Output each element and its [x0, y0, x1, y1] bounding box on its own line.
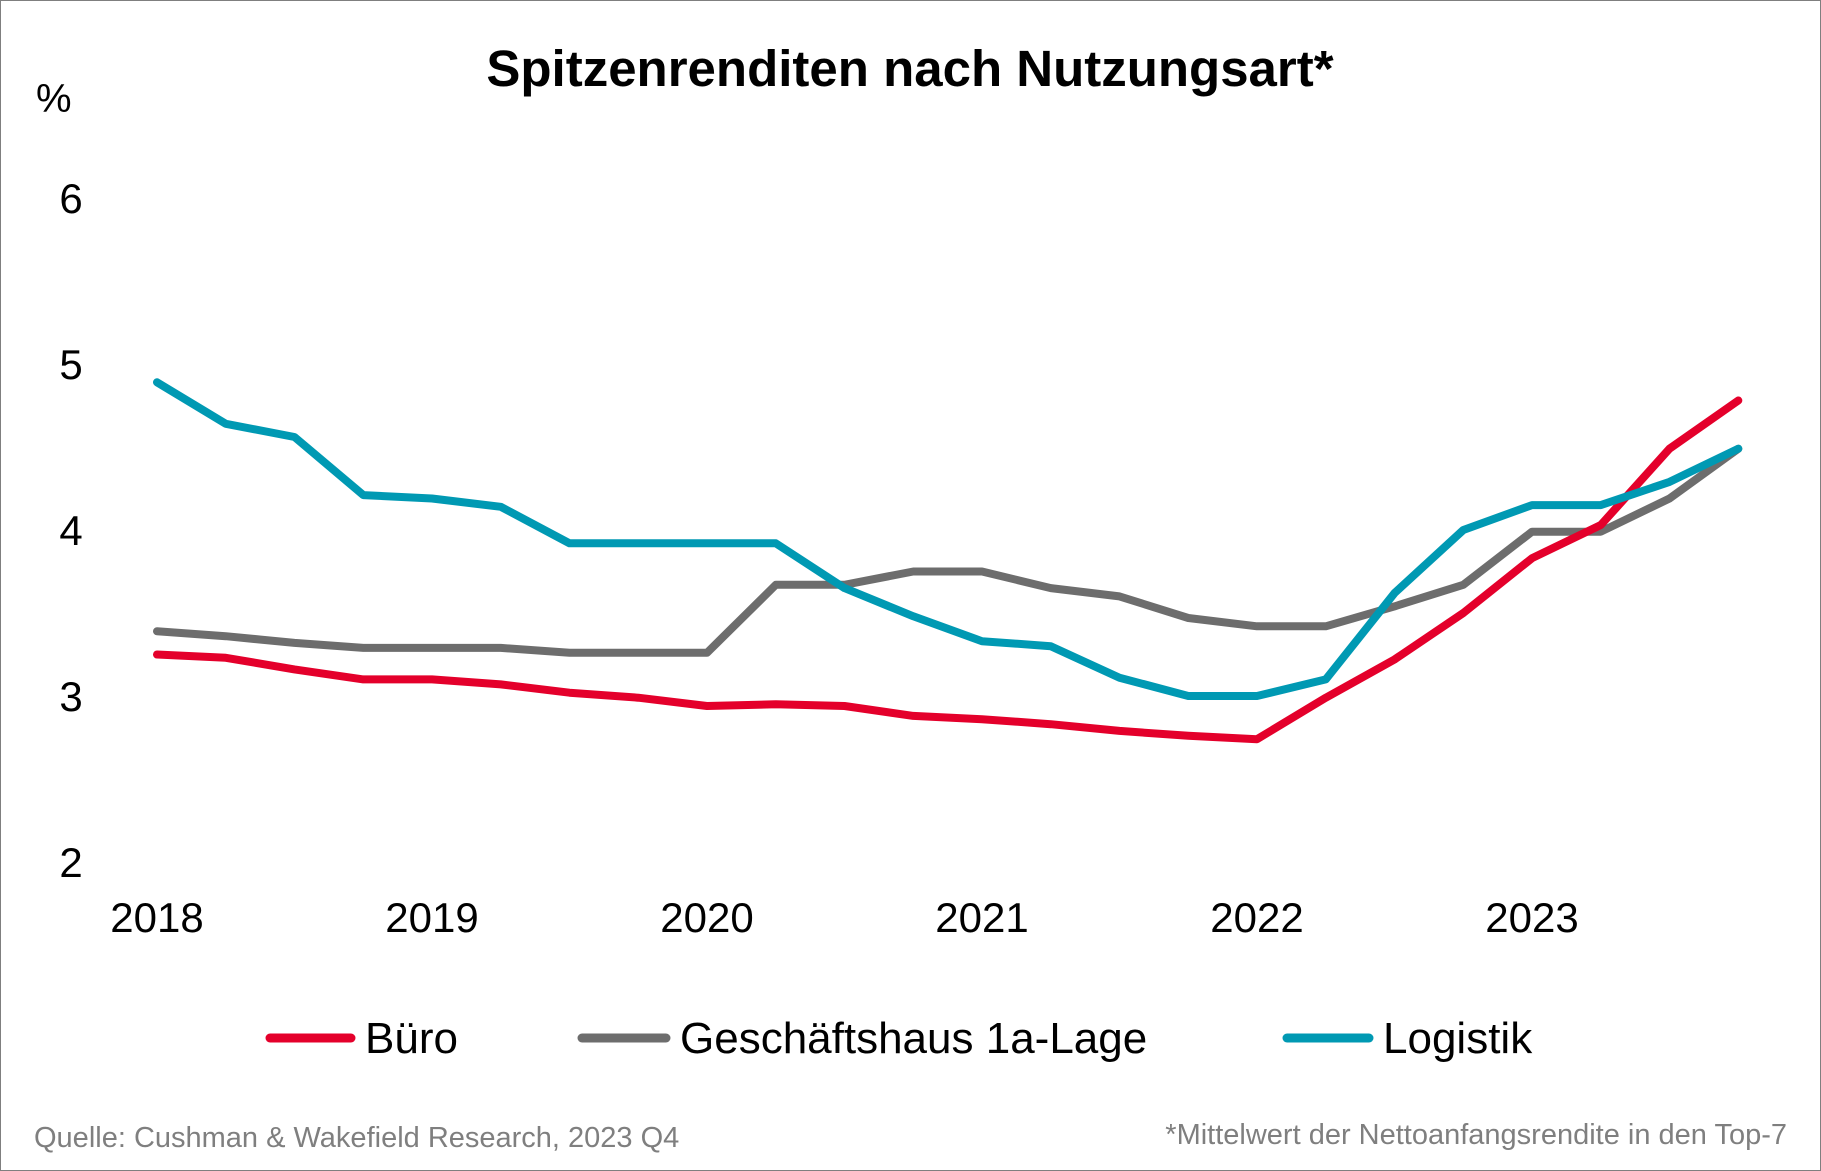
y-axis-unit: %: [36, 77, 72, 121]
x-axis-ticks: 2018 2019 2020 2021 2022 2023: [110, 894, 1578, 941]
y-tick-label: 5: [59, 341, 82, 388]
x-tick-label: 2019: [385, 894, 478, 941]
y-tick-label: 4: [59, 507, 82, 554]
x-tick-label: 2020: [660, 894, 753, 941]
y-tick-label: 6: [59, 175, 82, 222]
series-line-2: [153, 378, 1743, 700]
x-tick-label: 2023: [1485, 894, 1578, 941]
y-tick-label: 3: [59, 673, 82, 720]
y-tick-label: 2: [59, 839, 82, 886]
series-lines: [153, 378, 1743, 744]
legend-label-1: Geschäftshaus 1a-Lage: [680, 1014, 1147, 1063]
series-line-1: [153, 444, 1743, 657]
legend: Büro Geschäftshaus 1a-Lage Logistik: [265, 1014, 1533, 1063]
series-line-0: [153, 396, 1743, 744]
x-tick-label: 2021: [935, 894, 1028, 941]
legend-label-0: Büro: [365, 1014, 458, 1063]
footnote: *Mittelwert der Nettoanfangsrendite in d…: [1165, 1119, 1787, 1151]
source-note: Quelle: Cushman & Wakefield Research, 20…: [34, 1122, 679, 1154]
x-tick-label: 2022: [1210, 894, 1303, 941]
x-tick-label: 2018: [110, 894, 203, 941]
chart-title: Spitzenrenditen nach Nutzungsart*: [486, 40, 1333, 97]
legend-label-2: Logistik: [1383, 1014, 1533, 1063]
y-axis-ticks: 2 3 4 5 6: [59, 175, 82, 886]
